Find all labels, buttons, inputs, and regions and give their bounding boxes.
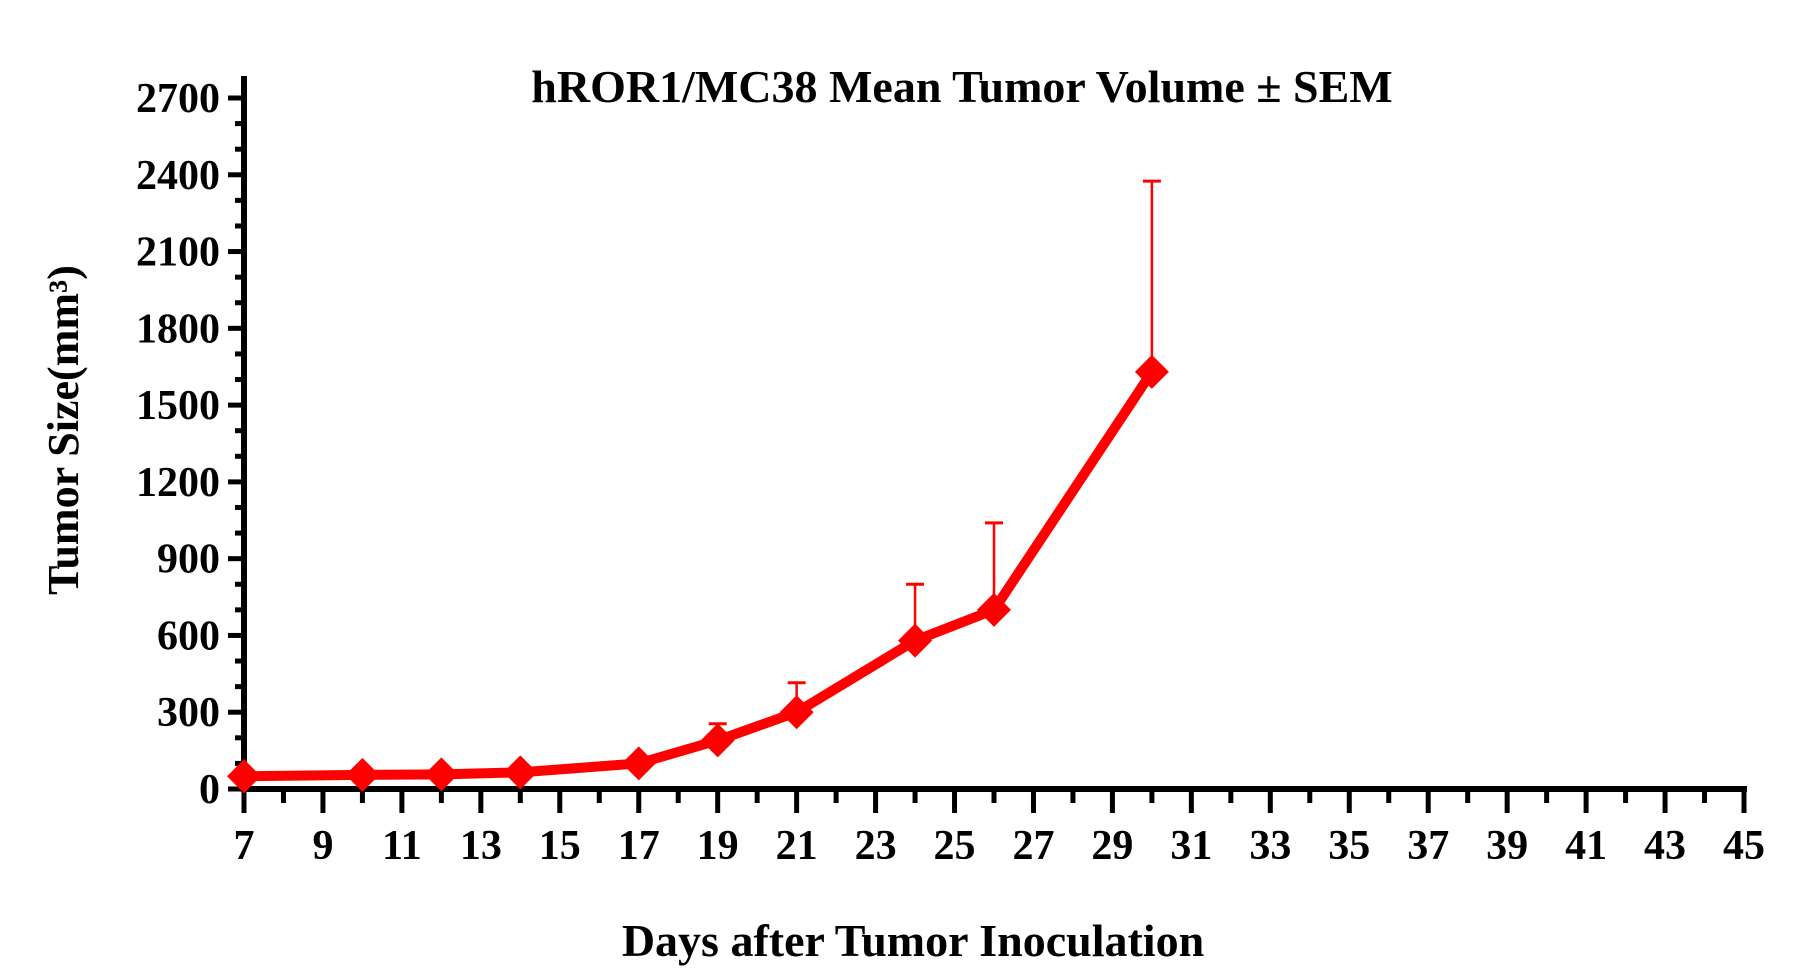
x-tick-label: 19 <box>697 823 739 869</box>
x-tick-label: 7 <box>234 823 255 869</box>
y-tick-label: 1500 <box>136 383 220 429</box>
x-tick-label: 33 <box>1249 823 1291 869</box>
data-point-marker <box>700 723 735 758</box>
data-point-marker <box>977 592 1011 627</box>
y-tick-label: 0 <box>199 767 220 813</box>
x-tick-label: 37 <box>1407 823 1449 869</box>
y-tick-label: 2400 <box>136 153 220 199</box>
data-point-marker <box>227 759 261 794</box>
x-tick-label: 15 <box>539 823 581 869</box>
data-point-marker <box>1134 354 1169 389</box>
data-point-marker <box>424 757 459 792</box>
x-tick-label: 31 <box>1170 823 1212 869</box>
x-tick-label: 21 <box>776 823 818 869</box>
data-point-marker <box>898 623 933 658</box>
x-tick-label: 17 <box>618 823 660 869</box>
x-tick-label: 13 <box>460 823 502 869</box>
y-tick-label: 1800 <box>136 306 220 352</box>
x-tick-label: 45 <box>1723 823 1765 869</box>
axes: 0 300 600 900 1200 1500 1800 2100 2400 2700 7 9 11 13… <box>136 76 1765 869</box>
y-tick-label: 900 <box>157 537 220 583</box>
data-point-marker <box>779 695 814 730</box>
chart-title: hROR1/MC38 Mean Tumor Volume ± SEM <box>531 61 1392 112</box>
plot-area <box>227 179 1169 794</box>
data-point-marker <box>345 757 380 792</box>
x-tick-label: 29 <box>1091 823 1133 869</box>
x-tick-label: 25 <box>934 823 976 869</box>
x-tick-label: 43 <box>1644 823 1686 869</box>
y-tick-label: 2100 <box>136 230 220 276</box>
y-tick-label: 1200 <box>136 460 220 506</box>
x-tick-label: 41 <box>1565 823 1607 869</box>
x-axis-label: Days after Tumor Inoculation <box>622 915 1204 966</box>
x-tick-label: 39 <box>1486 823 1528 869</box>
x-tick-label: 27 <box>1012 823 1054 869</box>
x-tick-label: 23 <box>855 823 897 869</box>
x-tick-label: 35 <box>1328 823 1370 869</box>
x-tick-label: 11 <box>382 823 422 869</box>
data-point-marker <box>503 755 538 790</box>
y-tick-label: 300 <box>157 690 220 736</box>
y-tick-label: 600 <box>157 613 220 659</box>
y-axis-label: Tumor Size(mm³) <box>39 265 88 595</box>
x-tick-label: 9 <box>312 823 333 869</box>
y-tick-label: 2700 <box>136 76 220 122</box>
series-line <box>243 369 1157 782</box>
data-point-marker <box>621 746 656 781</box>
